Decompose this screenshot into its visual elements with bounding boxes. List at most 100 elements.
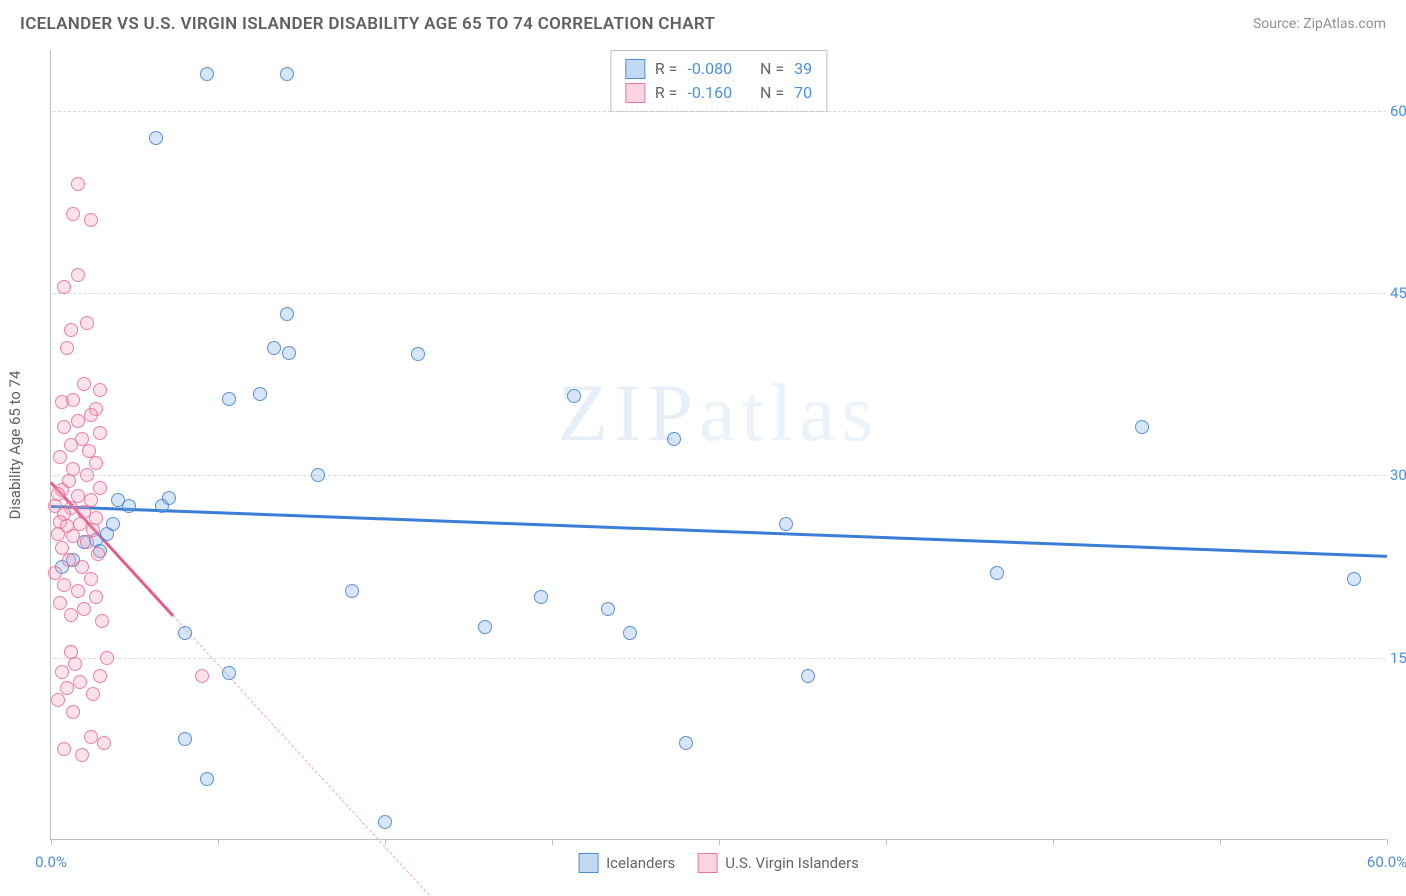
data-point <box>89 456 103 470</box>
x-tick <box>1053 839 1054 845</box>
data-point <box>222 666 236 680</box>
data-point <box>106 517 120 531</box>
data-point <box>1135 420 1149 434</box>
plot-wrap: Disability Age 65 to 74 ZIPatlas R = -0.… <box>50 50 1386 840</box>
data-point <box>93 481 107 495</box>
legend-swatch-blue <box>625 59 645 79</box>
data-point <box>1347 572 1361 586</box>
data-point <box>280 307 294 321</box>
data-point <box>200 67 214 81</box>
chart-container: ICELANDER VS U.S. VIRGIN ISLANDER DISABI… <box>0 0 1406 892</box>
x-tick-label: 0.0% <box>35 853 67 871</box>
data-point <box>55 665 69 679</box>
data-point <box>567 389 581 403</box>
data-point <box>60 681 74 695</box>
data-point <box>77 377 91 391</box>
data-point <box>95 614 109 628</box>
data-point <box>623 626 637 640</box>
source-label: Source: ZipAtlas.com <box>1253 16 1386 32</box>
y-tick-label: 15.0% <box>1390 649 1406 667</box>
gridline <box>53 475 1386 476</box>
data-point <box>66 529 80 543</box>
data-point <box>411 347 425 361</box>
data-point <box>57 420 71 434</box>
data-point <box>178 732 192 746</box>
gridline <box>53 658 1386 659</box>
gridline <box>53 111 1386 112</box>
data-point <box>71 177 85 191</box>
data-point <box>345 584 359 598</box>
title-bar: ICELANDER VS U.S. VIRGIN ISLANDER DISABI… <box>0 0 1406 44</box>
data-point <box>75 748 89 762</box>
x-tick-label: 60.0% <box>1367 853 1406 871</box>
data-point <box>282 346 296 360</box>
x-tick <box>1220 839 1221 845</box>
data-point <box>253 387 267 401</box>
data-point <box>51 527 65 541</box>
data-point <box>84 408 98 422</box>
data-point <box>71 268 85 282</box>
data-point <box>93 426 107 440</box>
data-point <box>57 280 71 294</box>
data-point <box>80 535 94 549</box>
data-point <box>64 438 78 452</box>
legend-item: Icelanders <box>578 853 675 873</box>
data-point <box>91 547 105 561</box>
y-tick-label: 45.0% <box>1390 284 1406 302</box>
data-point <box>162 491 176 505</box>
data-point <box>66 705 80 719</box>
data-point <box>111 493 125 507</box>
legend-row: R = -0.160 N = 70 <box>625 81 812 105</box>
x-tick <box>51 839 52 845</box>
data-point <box>57 578 71 592</box>
data-point <box>478 620 492 634</box>
data-point <box>84 572 98 586</box>
x-tick <box>552 839 553 845</box>
data-point <box>64 608 78 622</box>
data-point <box>801 669 815 683</box>
legend-swatch-pink <box>697 853 717 873</box>
watermark: ZIPatlas <box>558 366 879 460</box>
data-point <box>51 693 65 707</box>
data-point <box>77 602 91 616</box>
legend-row: R = -0.080 N = 39 <box>625 57 812 81</box>
data-point <box>68 657 82 671</box>
data-point <box>93 383 107 397</box>
data-point <box>73 675 87 689</box>
data-point <box>71 584 85 598</box>
data-point <box>534 590 548 604</box>
data-point <box>311 468 325 482</box>
gridline <box>53 293 1386 294</box>
data-point <box>53 596 67 610</box>
data-point <box>100 651 114 665</box>
data-point <box>280 67 294 81</box>
legend-item: U.S. Virgin Islanders <box>697 853 859 873</box>
series-legend: Icelanders U.S. Virgin Islanders <box>578 853 859 873</box>
trend-line <box>51 505 1387 557</box>
data-point <box>97 736 111 750</box>
data-point <box>89 590 103 604</box>
data-point <box>80 468 94 482</box>
x-tick <box>218 839 219 845</box>
data-point <box>62 553 76 567</box>
y-tick-label: 30.0% <box>1390 466 1406 484</box>
data-point <box>149 131 163 145</box>
data-point <box>66 393 80 407</box>
data-point <box>378 815 392 829</box>
x-tick <box>1387 839 1388 845</box>
data-point <box>990 566 1004 580</box>
x-tick <box>719 839 720 845</box>
data-point <box>222 392 236 406</box>
data-point <box>601 602 615 616</box>
x-tick <box>385 839 386 845</box>
data-point <box>71 414 85 428</box>
data-point <box>267 341 281 355</box>
plot-area: ZIPatlas R = -0.080 N = 39 R = -0.160 N <box>50 50 1386 840</box>
data-point <box>60 341 74 355</box>
x-tick <box>886 839 887 845</box>
data-point <box>86 687 100 701</box>
data-point <box>64 323 78 337</box>
data-point <box>200 772 214 786</box>
data-point <box>53 450 67 464</box>
data-point <box>84 730 98 744</box>
